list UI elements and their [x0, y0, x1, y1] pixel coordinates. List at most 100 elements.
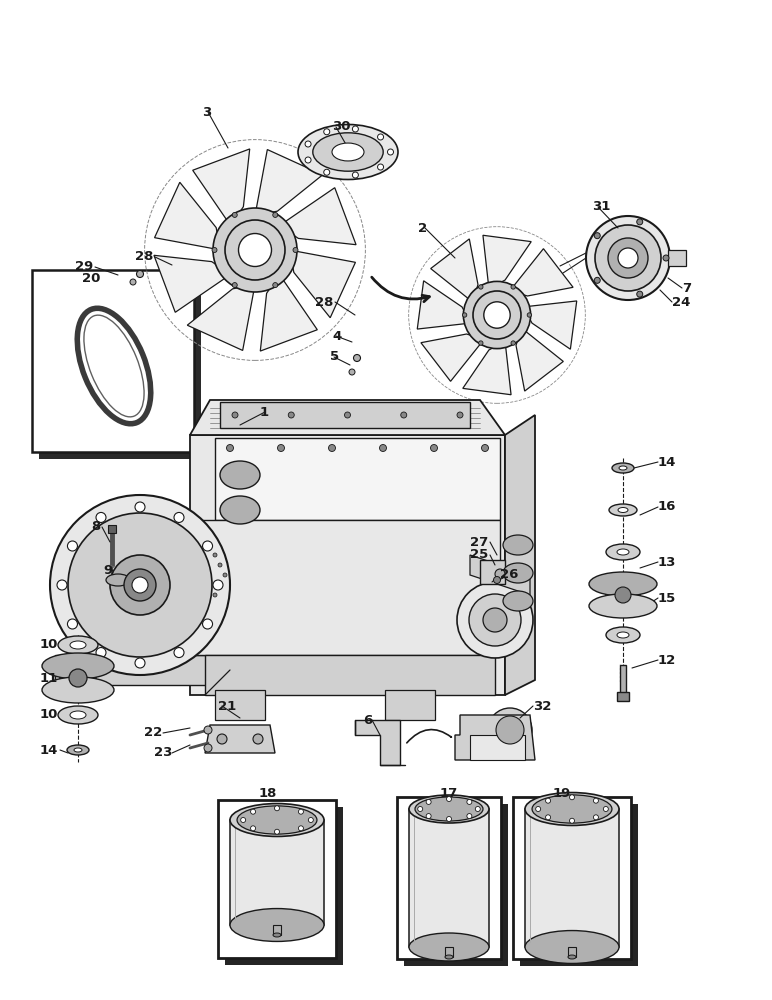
Polygon shape [483, 235, 531, 289]
Text: 7: 7 [682, 282, 691, 294]
Circle shape [586, 216, 670, 300]
Circle shape [132, 577, 148, 593]
Text: 29: 29 [75, 260, 93, 273]
Bar [620, 665, 626, 693]
Ellipse shape [70, 711, 86, 719]
Ellipse shape [313, 133, 383, 171]
Circle shape [431, 444, 438, 452]
Circle shape [463, 281, 530, 349]
Ellipse shape [617, 632, 629, 638]
Circle shape [239, 233, 272, 266]
Circle shape [546, 798, 550, 803]
Circle shape [378, 164, 384, 170]
Circle shape [354, 355, 361, 361]
Bar [225, 807, 343, 965]
Bar [513, 797, 631, 959]
Circle shape [68, 513, 212, 657]
Text: 6: 6 [363, 714, 372, 726]
Polygon shape [190, 400, 505, 435]
Circle shape [493, 576, 500, 584]
Bar [668, 250, 686, 266]
Text: 25: 25 [469, 548, 488, 562]
Text: 10: 10 [39, 708, 58, 722]
Circle shape [344, 412, 350, 418]
Polygon shape [190, 435, 505, 695]
Text: 10: 10 [39, 639, 58, 652]
Circle shape [202, 619, 212, 629]
Bar [445, 947, 453, 957]
Circle shape [467, 799, 472, 804]
Circle shape [608, 238, 648, 278]
Text: 19: 19 [553, 787, 571, 800]
Polygon shape [190, 520, 500, 655]
Circle shape [352, 172, 358, 178]
Circle shape [218, 583, 222, 587]
Polygon shape [220, 402, 470, 428]
Polygon shape [215, 438, 500, 520]
Polygon shape [279, 188, 356, 245]
Circle shape [174, 648, 184, 658]
Circle shape [96, 648, 106, 658]
Circle shape [352, 126, 358, 132]
Polygon shape [462, 341, 511, 395]
Polygon shape [470, 555, 530, 595]
Bar [218, 800, 336, 958]
Circle shape [223, 573, 227, 577]
Circle shape [604, 806, 608, 812]
Text: 2: 2 [418, 222, 427, 234]
Polygon shape [188, 284, 255, 350]
Polygon shape [510, 249, 573, 296]
Bar [39, 277, 201, 459]
Ellipse shape [106, 574, 130, 586]
Ellipse shape [617, 549, 629, 555]
Circle shape [483, 608, 507, 632]
Polygon shape [385, 690, 435, 720]
Circle shape [241, 818, 245, 822]
Circle shape [288, 412, 294, 418]
Circle shape [202, 541, 212, 551]
Bar [230, 820, 324, 925]
Polygon shape [215, 690, 265, 720]
Text: 15: 15 [658, 591, 676, 604]
Polygon shape [154, 255, 231, 312]
Circle shape [349, 369, 355, 375]
Bar [409, 809, 489, 947]
Ellipse shape [609, 504, 637, 516]
Circle shape [484, 302, 510, 328]
Circle shape [446, 816, 452, 822]
Circle shape [174, 512, 184, 522]
Bar [568, 947, 576, 957]
Circle shape [305, 157, 311, 163]
Ellipse shape [589, 572, 657, 596]
Circle shape [308, 818, 313, 822]
Circle shape [253, 734, 263, 744]
Circle shape [378, 134, 384, 140]
Bar [397, 797, 501, 959]
Circle shape [226, 444, 233, 452]
Circle shape [496, 716, 524, 744]
Circle shape [536, 806, 540, 812]
Bar [60, 666, 96, 690]
Ellipse shape [220, 496, 260, 524]
Text: 22: 22 [144, 726, 162, 740]
Text: 12: 12 [658, 654, 676, 666]
Ellipse shape [606, 544, 640, 560]
Text: 30: 30 [332, 120, 350, 133]
Circle shape [479, 341, 483, 345]
Circle shape [488, 708, 532, 752]
Ellipse shape [503, 563, 533, 583]
Ellipse shape [532, 795, 612, 823]
Ellipse shape [409, 795, 489, 823]
Ellipse shape [230, 909, 324, 941]
Text: 18: 18 [259, 787, 277, 800]
Circle shape [323, 129, 330, 135]
Bar [520, 804, 638, 966]
Ellipse shape [298, 124, 398, 180]
Circle shape [277, 444, 285, 452]
Text: 31: 31 [592, 200, 611, 214]
Text: 4: 4 [332, 330, 341, 342]
Ellipse shape [409, 933, 489, 961]
Polygon shape [516, 328, 564, 391]
Circle shape [594, 798, 598, 803]
Ellipse shape [503, 591, 533, 611]
